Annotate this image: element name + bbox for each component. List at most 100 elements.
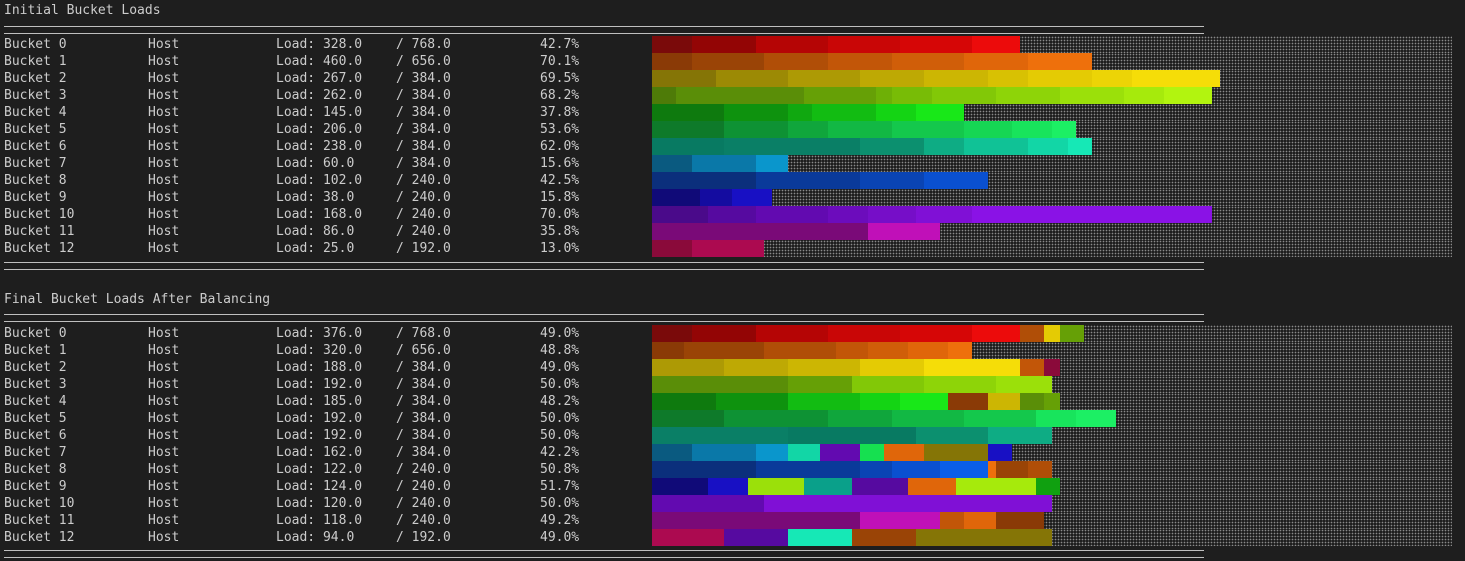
load-bar-segment [828, 325, 900, 342]
bucket-row: Bucket 6 Host Load: 192.0 / 384.0 50.0% [0, 427, 1465, 444]
bucket-row: Bucket 9 Host Load: 124.0 / 240.0 51.7% [0, 478, 1465, 495]
load-bar [652, 461, 1452, 478]
bucket-percent: 49.0% [540, 360, 580, 375]
bucket-name: Bucket 5 [4, 122, 67, 137]
load-bar [652, 495, 1452, 512]
load-bar-segment [652, 206, 708, 223]
load-bar-segment [788, 70, 860, 87]
load-bar-segment [860, 138, 924, 155]
load-bar-segment [724, 359, 788, 376]
bucket-capacity: / 384.0 [396, 394, 451, 409]
load-bar-segment [988, 427, 1052, 444]
bucket-name: Bucket 11 [4, 513, 75, 528]
load-bar-segment [788, 359, 860, 376]
bucket-percent: 15.6% [540, 156, 580, 171]
bucket-kind: Host [148, 37, 180, 52]
bucket-percent: 70.0% [540, 207, 580, 222]
bucket-row: Bucket 2 Host Load: 267.0 / 384.0 69.5% [0, 70, 1465, 87]
bucket-kind: Host [148, 122, 180, 137]
bucket-name: Bucket 6 [4, 139, 67, 154]
bucket-row: Bucket 11 Host Load: 118.0 / 240.0 49.2% [0, 512, 1465, 529]
bucket-name: Bucket 1 [4, 343, 67, 358]
load-bar-segment [1044, 393, 1060, 410]
load-bar-segment [756, 155, 788, 172]
bucket-name: Bucket 3 [4, 377, 67, 392]
load-bar [652, 70, 1452, 87]
load-bar-segment [876, 104, 916, 121]
load-bar-segment [804, 478, 852, 495]
bucket-percent: 49.0% [540, 326, 580, 341]
section-title-final: Final Bucket Loads After Balancing [4, 292, 271, 307]
bucket-capacity: / 240.0 [396, 207, 451, 222]
load-bar-segment [756, 461, 860, 478]
load-bar-segment [924, 172, 988, 189]
bucket-percent: 42.7% [540, 37, 580, 52]
bucket-capacity: / 240.0 [396, 513, 451, 528]
bucket-load: Load: 376.0 [276, 326, 363, 341]
load-bar-segment [732, 189, 772, 206]
load-bar-segment [788, 104, 812, 121]
load-bar-segment [820, 444, 860, 461]
bucket-percent: 37.8% [540, 105, 580, 120]
bucket-capacity: / 768.0 [396, 326, 451, 341]
bucket-kind: Host [148, 71, 180, 86]
load-bar-segment [1020, 325, 1044, 342]
separator-bottom-initial [4, 262, 1204, 270]
bucket-percent: 69.5% [540, 71, 580, 86]
load-bar-segment [916, 104, 964, 121]
bucket-load: Load: 60.0 [276, 156, 355, 171]
bucket-name: Bucket 6 [4, 428, 67, 443]
bucket-row: Bucket 12 Host Load: 94.0 / 192.0 49.0% [0, 529, 1465, 546]
load-bar-segment [852, 376, 924, 393]
load-bar-segment [940, 512, 964, 529]
bucket-row: Bucket 6 Host Load: 238.0 / 384.0 62.0% [0, 138, 1465, 155]
bucket-row: Bucket 1 Host Load: 460.0 / 656.0 70.1% [0, 53, 1465, 70]
load-bar [652, 359, 1452, 376]
load-bar-segment [996, 376, 1052, 393]
load-bar-segment [868, 206, 916, 223]
bucket-row: Bucket 2 Host Load: 188.0 / 384.0 49.0% [0, 359, 1465, 376]
bucket-percent: 50.0% [540, 496, 580, 511]
load-bar-segment [1060, 325, 1084, 342]
bucket-percent: 49.2% [540, 513, 580, 528]
bucket-load: Load: 124.0 [276, 479, 363, 494]
load-bar-segment [868, 223, 940, 240]
load-bar-segment [852, 478, 908, 495]
load-bar-segment [916, 529, 1052, 546]
load-bar-segment [716, 393, 788, 410]
load-bar [652, 155, 1452, 172]
bucket-percent: 50.8% [540, 462, 580, 477]
load-bar-segment [900, 325, 972, 342]
load-bar-segment [652, 70, 716, 87]
load-bar-segment [700, 189, 732, 206]
load-bar-segment [1044, 359, 1060, 376]
load-bar-segment [652, 172, 756, 189]
bucket-kind: Host [148, 326, 180, 341]
bucket-name: Bucket 7 [4, 445, 67, 460]
load-bar-segment [828, 121, 892, 138]
bucket-capacity: / 240.0 [396, 496, 451, 511]
load-bar-segment [860, 70, 924, 87]
load-bar-segment [804, 87, 876, 104]
bucket-kind: Host [148, 411, 180, 426]
load-bar-segment [900, 393, 948, 410]
load-bar-segment [956, 478, 1036, 495]
bucket-load: Load: 267.0 [276, 71, 363, 86]
separator-top-final [4, 314, 1204, 322]
load-bar-segment [652, 53, 692, 70]
bucket-capacity: / 768.0 [396, 37, 451, 52]
bucket-name: Bucket 10 [4, 496, 75, 511]
load-bar-segment [652, 478, 708, 495]
load-bar-segment [932, 87, 996, 104]
load-bar [652, 427, 1452, 444]
bucket-kind: Host [148, 343, 180, 358]
bucket-name: Bucket 3 [4, 88, 67, 103]
load-bar-segment [716, 70, 788, 87]
bucket-kind: Host [148, 88, 180, 103]
load-bar [652, 529, 1452, 546]
separator-top-initial [4, 26, 1204, 34]
load-bar [652, 410, 1452, 427]
load-bar-segment [812, 104, 876, 121]
bucket-name: Bucket 9 [4, 479, 67, 494]
load-bar-segment [948, 393, 988, 410]
